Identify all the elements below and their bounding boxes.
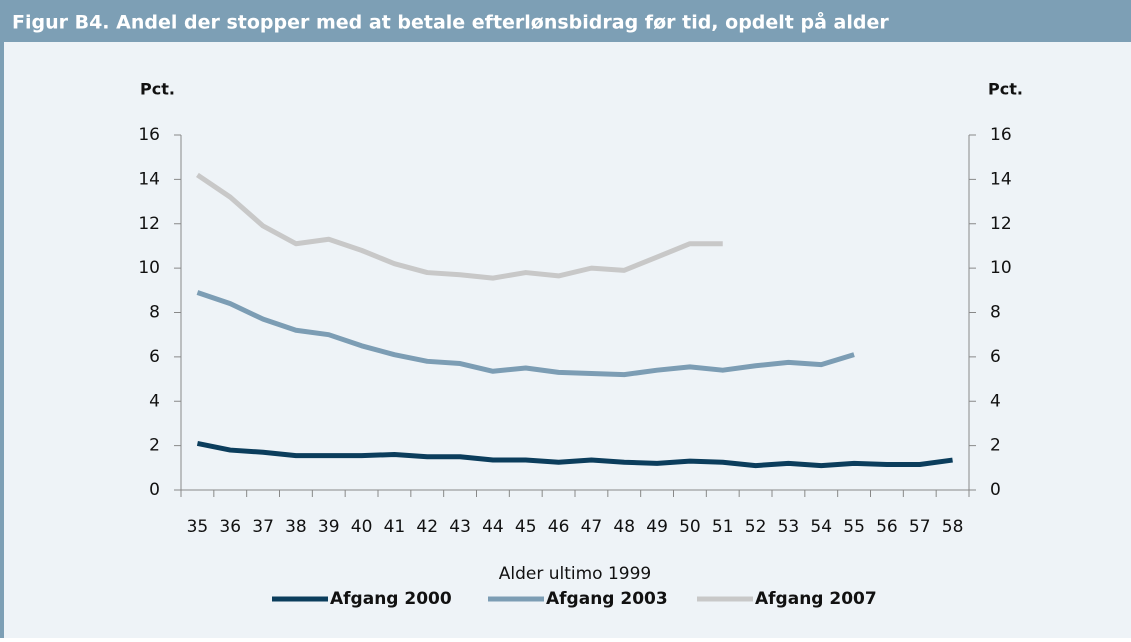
y2-tick-label: 2	[990, 436, 1001, 456]
x-tick-label: 55	[843, 517, 865, 537]
chart-title: Figur B4. Andel der stopper med at betal…	[12, 10, 889, 34]
x-tick-label: 54	[810, 517, 832, 537]
header-bar	[0, 0, 1131, 42]
x-tick-label: 56	[876, 517, 898, 537]
y2-tick-label: 6	[990, 347, 1001, 367]
x-tick-label: 49	[646, 517, 668, 537]
y2-tick-label: 14	[990, 169, 1012, 189]
y2-label: Pct.	[988, 80, 1023, 99]
x-tick-label: 43	[449, 517, 471, 537]
line-series	[196, 440, 953, 469]
legend-label: Afgang 2000	[330, 589, 452, 609]
y2-tick-label: 8	[990, 303, 1001, 323]
y2-tick-label: 0	[990, 480, 1001, 500]
x-tick-label: 37	[252, 517, 274, 537]
frame-left	[0, 42, 4, 638]
y-tick-label: 0	[149, 480, 160, 500]
x-tick-label: 47	[581, 517, 603, 537]
y-tick-label: 16	[138, 125, 160, 145]
y-tick-label: 10	[138, 258, 160, 278]
y-tick-label: 6	[149, 347, 160, 367]
y2-tick-label: 4	[990, 391, 1001, 411]
x-tick-label: 44	[482, 517, 504, 537]
legend-label: Afgang 2003	[546, 589, 668, 609]
x-tick-label: 38	[285, 517, 307, 537]
y-tick-label: 4	[149, 391, 160, 411]
x-tick-label: 48	[613, 517, 635, 537]
x-tick-label: 42	[416, 517, 438, 537]
x-tick-label: 35	[187, 517, 209, 537]
x-tick-label: 46	[548, 517, 570, 537]
line-series	[196, 172, 723, 281]
x-tick-label: 53	[778, 517, 800, 537]
y-tick-label: 12	[138, 214, 160, 234]
x-tick-label: 40	[351, 517, 373, 537]
x-tick-label: 51	[712, 517, 734, 537]
x-tick-label: 58	[942, 517, 964, 537]
x-tick-label: 52	[745, 517, 767, 537]
y2-tick-label: 16	[990, 125, 1012, 145]
y-tick-label: 8	[149, 303, 160, 323]
y-label: Pct.	[140, 80, 175, 99]
y2-tick-label: 12	[990, 214, 1012, 234]
y-tick-label: 14	[138, 169, 160, 189]
y-tick-label: 2	[149, 436, 160, 456]
x-label: Alder ultimo 1999	[499, 564, 652, 584]
x-tick-label: 39	[318, 517, 340, 537]
x-tick-label: 41	[384, 517, 406, 537]
x-tick-label: 45	[515, 517, 537, 537]
x-tick-label: 50	[679, 517, 701, 537]
line-series	[196, 290, 855, 378]
x-tick-label: 57	[909, 517, 931, 537]
x-tick-label: 36	[219, 517, 241, 537]
legend-label: Afgang 2007	[755, 589, 877, 609]
y2-tick-label: 10	[990, 258, 1012, 278]
